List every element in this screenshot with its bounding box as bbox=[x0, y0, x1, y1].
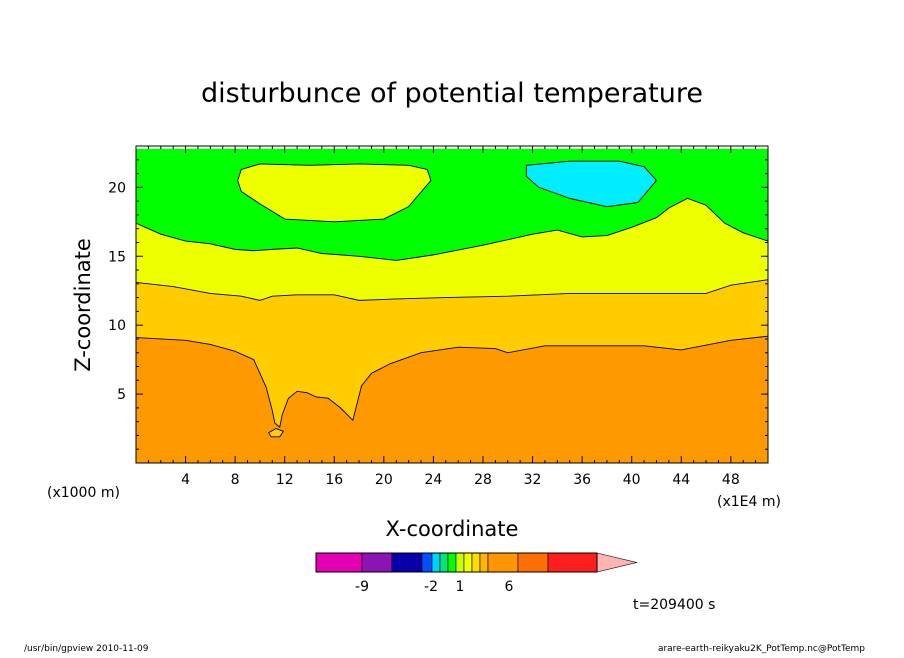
colorbar-swatch bbox=[315, 552, 363, 573]
y-tick-label: 10 bbox=[108, 318, 126, 334]
contour-line-orange bbox=[136, 335, 768, 428]
colorbar-label: 6 bbox=[505, 579, 514, 595]
y-unit-label: (x1000 m) bbox=[47, 485, 120, 501]
colorbar-swatch bbox=[431, 552, 441, 573]
colorbar-swatch bbox=[447, 552, 457, 573]
colorbar-swatch bbox=[439, 552, 449, 573]
colorbar-label: -9 bbox=[355, 579, 369, 595]
colorbar: -9 -2 1 6 bbox=[315, 552, 638, 595]
x-tick-label: 20 bbox=[375, 472, 393, 488]
colorbar-swatch bbox=[361, 552, 393, 573]
colorbar-swatch bbox=[391, 552, 423, 573]
chart-title: disturbunce of potential temperature bbox=[201, 78, 703, 109]
x-tick-label: 24 bbox=[424, 472, 442, 488]
contour-line-light-orange bbox=[136, 279, 768, 301]
region-orange bbox=[136, 336, 768, 463]
colorbar-label: -2 bbox=[424, 579, 438, 595]
x-tick-label: 44 bbox=[672, 472, 690, 488]
x-tick-label: 16 bbox=[325, 472, 343, 488]
x-tick-label: 4 bbox=[181, 472, 190, 488]
footer-right: arare-earth-reikyaku2K_PotTemp.nc@PotTem… bbox=[658, 644, 865, 654]
x-tick-label: 36 bbox=[573, 472, 591, 488]
contour-small-blob bbox=[268, 428, 284, 438]
colorbar-label: 1 bbox=[456, 579, 465, 595]
x-tick-label: 48 bbox=[722, 472, 740, 488]
colorbar-swatch bbox=[487, 552, 519, 573]
x-tick-label: 32 bbox=[524, 472, 542, 488]
time-label: t=209400 s bbox=[633, 597, 715, 613]
x-tick-label: 12 bbox=[276, 472, 294, 488]
x-axis-title: X-coordinate bbox=[386, 517, 519, 541]
colorbar-frame bbox=[315, 552, 598, 573]
colorbar-swatch bbox=[471, 552, 481, 573]
colorbar-arrow bbox=[596, 552, 638, 573]
colorbar-swatch bbox=[455, 552, 465, 573]
colorbar-swatch bbox=[547, 552, 598, 573]
x-tick-label: 40 bbox=[623, 472, 641, 488]
colorbar-swatch bbox=[517, 552, 549, 573]
y-tick-label: 5 bbox=[117, 387, 126, 403]
y-tick-label: 15 bbox=[108, 249, 126, 265]
colorbar-swatch bbox=[463, 552, 473, 573]
plot-frame bbox=[135, 145, 769, 464]
footer-left: /usr/bin/gpview 2010-11-09 bbox=[24, 644, 149, 654]
colorbar-swatch bbox=[421, 552, 433, 573]
y-tick-label: 20 bbox=[108, 180, 126, 196]
x-tick-label: 28 bbox=[474, 472, 492, 488]
y-axis-title: Z-coordinate bbox=[71, 238, 95, 372]
colorbar-swatch bbox=[479, 552, 489, 573]
contour-cool-blob bbox=[525, 160, 657, 208]
contour-warm-blob bbox=[237, 163, 432, 223]
x-unit-label: (x1E4 m) bbox=[717, 494, 781, 510]
x-tick-label: 8 bbox=[231, 472, 240, 488]
contour-line-yellow bbox=[136, 197, 768, 261]
